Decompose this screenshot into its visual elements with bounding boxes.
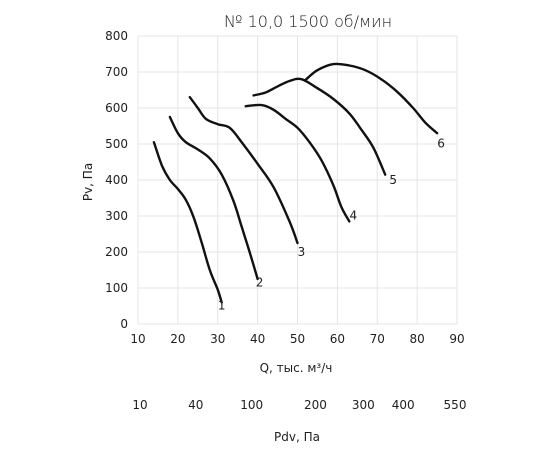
curve-3 [188,96,299,245]
secondary-tick-label-6: 550 [444,398,467,412]
secondary-tick-label-0: 10 [132,398,147,412]
y-tick-label-7: 700 [105,65,128,79]
x-tick-label-6: 70 [370,332,385,346]
y-tick-label-3: 300 [105,209,128,223]
y-tick-label-1: 100 [105,281,128,295]
x-axis-label: Q, тыс. м³/ч [260,361,333,375]
y-tick-label-6: 600 [105,101,128,115]
curve-6 [304,62,439,135]
x-tick-label-8: 90 [449,332,464,346]
curve-1 [152,141,223,304]
secondary-tick-label-1: 40 [188,398,203,412]
y-tick-label-4: 400 [105,173,128,187]
secondary-axis-ticks: 10 40 100 200 300 400 550 [132,398,466,412]
x-tick-label-7: 80 [409,332,424,346]
x-tick-label-5: 60 [330,332,345,346]
x-tick-label-1: 20 [170,332,185,346]
curve-5 [252,77,387,176]
secondary-tick-label-5: 400 [392,398,415,412]
x-tick-label-2: 30 [210,332,225,346]
curve-label-1: 1 [218,298,226,312]
secondary-tick-label-4: 300 [352,398,375,412]
curve-label-6: 6 [437,136,445,150]
x-tick-label-3: 40 [250,332,265,346]
curves [152,62,439,304]
y-tick-label-5: 500 [105,137,128,151]
secondary-tick-label-2: 100 [240,398,263,412]
secondary-axis-label: Pdv, Па [274,430,320,444]
curve-4 [244,103,351,223]
y-axis-label: Pv, Па [81,163,95,201]
y-tick-label-0: 0 [120,317,128,331]
y-tick-label-8: 800 [105,29,128,43]
curve-label-4: 4 [350,208,358,222]
curve-label-5: 5 [389,173,397,187]
axis-ticks: 10 20 30 40 50 60 70 80 90 0 100 200 300 400 500 600 700… [105,29,465,346]
x-tick-label-4: 50 [290,332,305,346]
curve-2 [168,115,259,281]
secondary-tick-label-3: 200 [304,398,327,412]
y-tick-label-2: 200 [105,245,128,259]
curve-label-3: 3 [298,245,306,259]
curve-label-2: 2 [256,276,264,290]
grid [137,35,458,325]
x-tick-label-0: 10 [130,332,145,346]
chart-title: № 10,0 1500 об/мин [224,12,392,31]
curve-labels: 1 2 3 4 5 6 [218,136,445,312]
